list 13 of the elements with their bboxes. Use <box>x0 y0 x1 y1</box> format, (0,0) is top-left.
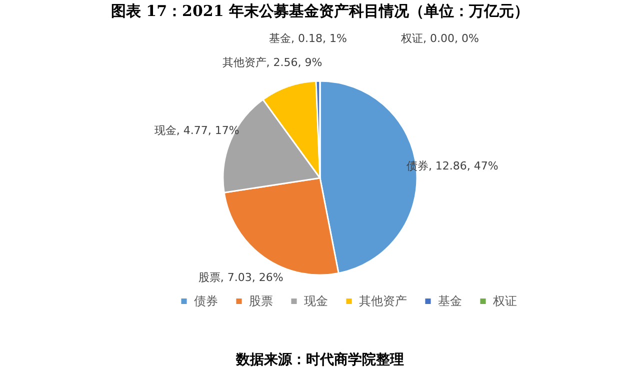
chart-title: 图表 17：2021 年末公募基金资产科目情况（单位：万亿元） <box>110 1 530 22</box>
text: 权证, 0.00, 0% <box>401 32 479 45</box>
source-note: 数据来源：时代商学院整理 <box>234 351 405 369</box>
legend-label: 基金 <box>438 294 462 308</box>
data-label: 其他资产, 2.56, 9% <box>222 56 322 69</box>
legend-label: 股票 <box>249 294 273 308</box>
legend-label: 权证 <box>492 294 517 308</box>
data-label: 股票, 7.03, 26% <box>198 270 284 284</box>
legend-label: 现金 <box>304 294 328 308</box>
legend-label: 债券 <box>194 294 218 308</box>
legend-label: 其他资产 <box>359 294 407 308</box>
data-label: 基金, 0.18, 1% <box>269 32 347 45</box>
data-label: 现金, 4.77, 17% <box>154 124 240 137</box>
